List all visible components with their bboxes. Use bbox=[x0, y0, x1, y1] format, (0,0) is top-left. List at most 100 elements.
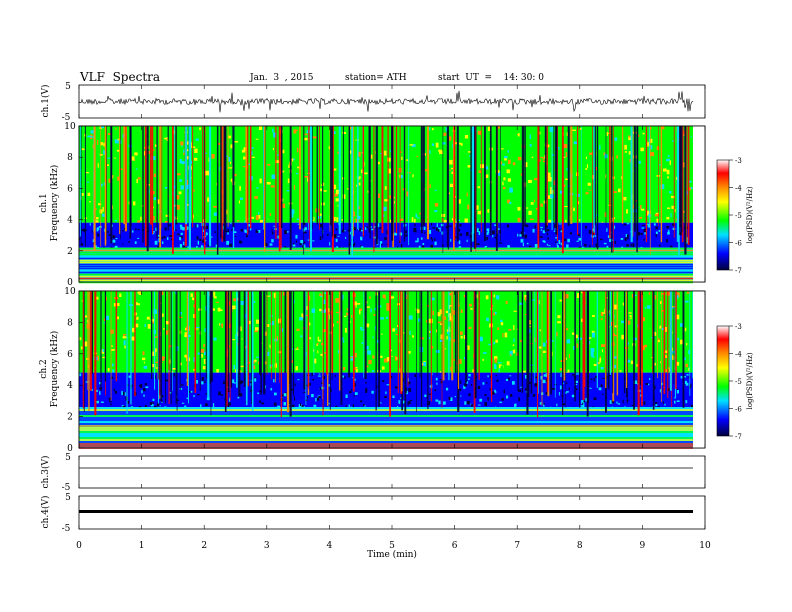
spec-cell bbox=[417, 237, 419, 242]
spec-cell bbox=[341, 179, 345, 185]
spec-cell bbox=[278, 330, 281, 334]
spec-cell bbox=[258, 147, 260, 149]
spec-sferic bbox=[322, 126, 324, 239]
spec-cell bbox=[399, 218, 404, 221]
spec-sferic bbox=[326, 291, 328, 375]
spec-cell bbox=[188, 390, 192, 393]
spec-cell bbox=[447, 192, 450, 195]
spec-sferic bbox=[224, 291, 227, 412]
spec-cell bbox=[394, 356, 397, 361]
spec-cell bbox=[466, 232, 469, 234]
spec-cell bbox=[677, 292, 680, 298]
spec-cell bbox=[223, 318, 226, 322]
spec-cell bbox=[366, 306, 370, 308]
spec-cell bbox=[122, 336, 127, 339]
freq-tick-label: 4 bbox=[67, 381, 73, 391]
spec-sferic bbox=[684, 126, 687, 255]
spec-cell bbox=[520, 386, 523, 388]
spec-cell bbox=[431, 238, 434, 242]
spec-cell bbox=[310, 315, 315, 318]
spec-cell bbox=[391, 355, 393, 357]
spec-sferic bbox=[521, 126, 524, 238]
spec-sferic bbox=[478, 291, 480, 380]
spec-cell bbox=[105, 315, 109, 321]
spec-sferic bbox=[475, 126, 477, 252]
spec-cell bbox=[373, 314, 376, 316]
spec-cell bbox=[486, 183, 491, 186]
spec-cell bbox=[84, 315, 88, 318]
spec-cell bbox=[305, 399, 308, 402]
spec-sferic bbox=[422, 126, 425, 226]
spec-cell bbox=[512, 162, 516, 166]
spec-cell bbox=[288, 164, 291, 168]
spec-cell bbox=[470, 307, 473, 310]
spec-cell bbox=[323, 145, 327, 149]
spec-sferic bbox=[203, 126, 205, 231]
spec-cell bbox=[272, 321, 275, 323]
spec-sferic bbox=[612, 291, 615, 402]
spec-sferic bbox=[172, 126, 174, 254]
spec-cell bbox=[360, 329, 365, 331]
spec-cell bbox=[494, 364, 497, 370]
spec-line bbox=[79, 261, 693, 264]
spec-cell bbox=[506, 395, 509, 399]
spec-sferic bbox=[557, 126, 558, 241]
spec-cell bbox=[213, 130, 217, 134]
spec-cell bbox=[359, 309, 361, 315]
spec-sferic bbox=[227, 291, 230, 392]
spec-cell bbox=[296, 215, 299, 220]
spec-sferic bbox=[676, 126, 679, 242]
spec-sferic bbox=[245, 126, 248, 223]
colorbar-tick-label: -7 bbox=[735, 433, 742, 441]
spec-cell bbox=[255, 319, 260, 324]
spec-cell bbox=[654, 213, 659, 217]
spec-cell bbox=[197, 297, 201, 302]
spec-cell bbox=[291, 359, 293, 364]
spec-cell bbox=[370, 164, 373, 170]
spec-cell bbox=[671, 195, 675, 199]
spec-cell bbox=[184, 354, 187, 359]
spec-sferic bbox=[311, 126, 313, 229]
spec-cell bbox=[660, 184, 665, 189]
spec-cell bbox=[467, 165, 471, 168]
spec-cell bbox=[589, 387, 592, 389]
spec-sferic bbox=[451, 291, 454, 381]
spec-cell bbox=[319, 294, 323, 296]
spec-cell bbox=[290, 388, 293, 391]
spec-cell bbox=[293, 185, 295, 190]
spec-cell bbox=[240, 229, 243, 232]
spec-cell bbox=[270, 388, 273, 391]
spec-cell bbox=[454, 396, 456, 398]
spec-sferic bbox=[142, 126, 144, 243]
spec-cell bbox=[394, 328, 397, 330]
spec-sferic bbox=[144, 126, 147, 247]
spec-cell bbox=[400, 244, 403, 248]
spec-cell bbox=[254, 178, 257, 182]
spec-cell bbox=[635, 380, 638, 384]
spec-sferic bbox=[348, 126, 350, 255]
spec-cell bbox=[394, 232, 398, 236]
spec-cell bbox=[456, 364, 459, 367]
spec-cell bbox=[585, 156, 587, 160]
spec-cell bbox=[256, 356, 260, 358]
spec-cell bbox=[155, 144, 157, 147]
spec-cell bbox=[525, 297, 527, 302]
spec-cell bbox=[520, 231, 523, 236]
spec-cell bbox=[601, 349, 603, 353]
spec-cell bbox=[294, 308, 298, 313]
spec-cell bbox=[661, 310, 665, 312]
spec-cell bbox=[445, 387, 449, 391]
spec-cell bbox=[320, 181, 323, 185]
spec-cell bbox=[468, 326, 472, 329]
spec-sferic bbox=[611, 126, 613, 253]
spec-cell bbox=[439, 201, 442, 203]
spec-sferic bbox=[678, 126, 680, 256]
spec-cell bbox=[547, 172, 551, 177]
spec-cell bbox=[619, 370, 622, 372]
spec-cell bbox=[96, 389, 98, 392]
spec-cell bbox=[201, 381, 204, 385]
spec-cell bbox=[565, 178, 570, 181]
spec-cell bbox=[204, 380, 206, 383]
spec-cell bbox=[428, 127, 431, 131]
spec-cell bbox=[501, 148, 504, 150]
